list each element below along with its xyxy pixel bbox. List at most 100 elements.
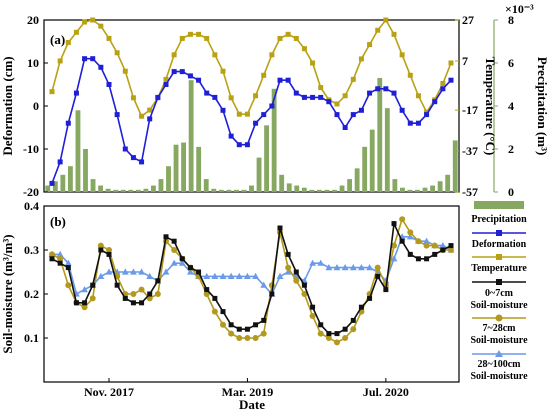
temperature-marker <box>261 72 267 78</box>
temperature-marker <box>310 60 316 66</box>
precipitation-bar <box>369 129 375 192</box>
soil-0-7-marker <box>318 322 324 328</box>
soil-7-28-marker <box>220 321 226 328</box>
temperature-marker <box>187 31 193 37</box>
temperature-marker <box>90 17 96 23</box>
soil-0-7-marker <box>98 247 104 253</box>
temperature-tick-label: 7 <box>462 54 468 68</box>
soil-0-7-marker <box>310 304 316 310</box>
deformation-marker <box>179 69 185 75</box>
temperature-marker <box>285 31 291 37</box>
temperature-marker <box>440 80 446 86</box>
temperature-tick-label: 27 <box>462 13 474 27</box>
precipitation-bar <box>384 108 390 192</box>
soil-0-7-marker <box>73 300 79 306</box>
precipitation-bar <box>241 189 247 192</box>
panel-b-label: (b) <box>50 214 66 229</box>
precipitation-bar <box>211 188 217 192</box>
soil-0-7-marker <box>448 243 454 249</box>
precipitation-bar <box>166 166 171 192</box>
soil-7-28-marker <box>325 335 332 341</box>
soil-7-28-marker <box>301 291 308 297</box>
soil-7-28-marker <box>260 330 267 337</box>
soil-7-28-marker <box>309 313 316 319</box>
soil-28-100-marker <box>211 272 219 279</box>
soil-0-7-marker <box>114 282 120 288</box>
deformation-marker <box>122 146 128 152</box>
legend-marker <box>495 350 503 357</box>
soil-28-100-marker <box>325 264 333 271</box>
soil-28-100-marker <box>341 264 349 271</box>
soil-0-7-marker <box>220 309 226 315</box>
deformation-marker <box>391 90 397 96</box>
temperature-marker <box>269 52 275 58</box>
soil-28-100-marker <box>276 272 284 279</box>
soil-28-100-marker <box>178 259 186 266</box>
precipitation-bar <box>218 189 224 192</box>
temperature-marker <box>236 111 242 117</box>
deformation-marker <box>196 77 202 83</box>
precipitation-bar <box>347 179 353 192</box>
deformation-y-ticks: 20 10 0 -10 -20 <box>23 13 48 199</box>
legend-label: Temperature <box>471 263 527 274</box>
soil-28-100-marker <box>366 264 373 271</box>
deformation-tick-label: -20 <box>23 185 39 199</box>
soil-7-28-marker <box>244 335 251 341</box>
precipitation-bar <box>120 189 126 192</box>
deformation-marker <box>261 112 267 118</box>
soil-0-7-marker <box>204 287 210 293</box>
soil-7-28-marker <box>448 247 454 253</box>
temperature-marker <box>171 52 177 58</box>
precipitation-bar <box>286 183 292 192</box>
precipitation-bar <box>143 188 149 192</box>
temperature-marker <box>139 113 145 119</box>
temperature-marker <box>122 68 128 74</box>
deformation-marker <box>358 107 364 113</box>
temperature-marker <box>318 85 324 91</box>
precipitation-bar <box>45 185 51 192</box>
deformation-marker <box>163 82 169 87</box>
deformation-series <box>49 56 454 186</box>
deformation-marker <box>204 90 210 96</box>
deformation-marker <box>334 112 340 118</box>
temperature-marker <box>407 72 413 78</box>
temperature-marker <box>415 93 421 99</box>
temperature-line <box>51 18 452 118</box>
soil-7-28-marker <box>89 295 96 302</box>
deformation-marker <box>269 103 275 109</box>
panel-a-label: (a) <box>50 32 65 47</box>
soil-28-100-marker <box>235 272 243 279</box>
soil-0-7-marker <box>350 317 356 323</box>
temperature-marker <box>106 35 112 41</box>
precipitation-bar <box>452 140 458 192</box>
deformation-tick-label: 20 <box>27 13 39 27</box>
temperature-marker <box>253 93 259 99</box>
soil-0-7-marker <box>407 251 413 257</box>
soil-7-28-marker <box>81 304 88 311</box>
precipitation-bar <box>181 142 187 192</box>
legend-label: 7~28cm <box>483 323 517 334</box>
precipitation-bar <box>226 189 232 192</box>
soil-28-100-marker <box>390 255 398 262</box>
temperature-marker <box>179 35 185 41</box>
deformation-marker <box>49 180 55 186</box>
soil-0-7-marker <box>253 322 259 328</box>
legend-label: 0~7cm <box>485 288 514 299</box>
soil-0-7-marker <box>49 256 55 262</box>
temperature-marker <box>98 23 104 29</box>
precipitation-bar <box>90 179 96 192</box>
soil-28-100-marker <box>333 264 341 271</box>
legend-label: Soil-moisture <box>470 300 528 311</box>
deformation-marker <box>171 69 177 75</box>
soil-0-7-marker <box>179 256 185 262</box>
temperature-marker <box>358 56 364 62</box>
deformation-marker <box>244 142 250 148</box>
temperature-marker <box>204 35 210 41</box>
soil-28-100-marker <box>227 272 235 279</box>
soil-28-100-marker <box>146 272 154 279</box>
soil-0-7-line <box>51 220 452 335</box>
precipitation-bar <box>98 185 104 192</box>
soil-28-100-marker <box>406 233 414 240</box>
